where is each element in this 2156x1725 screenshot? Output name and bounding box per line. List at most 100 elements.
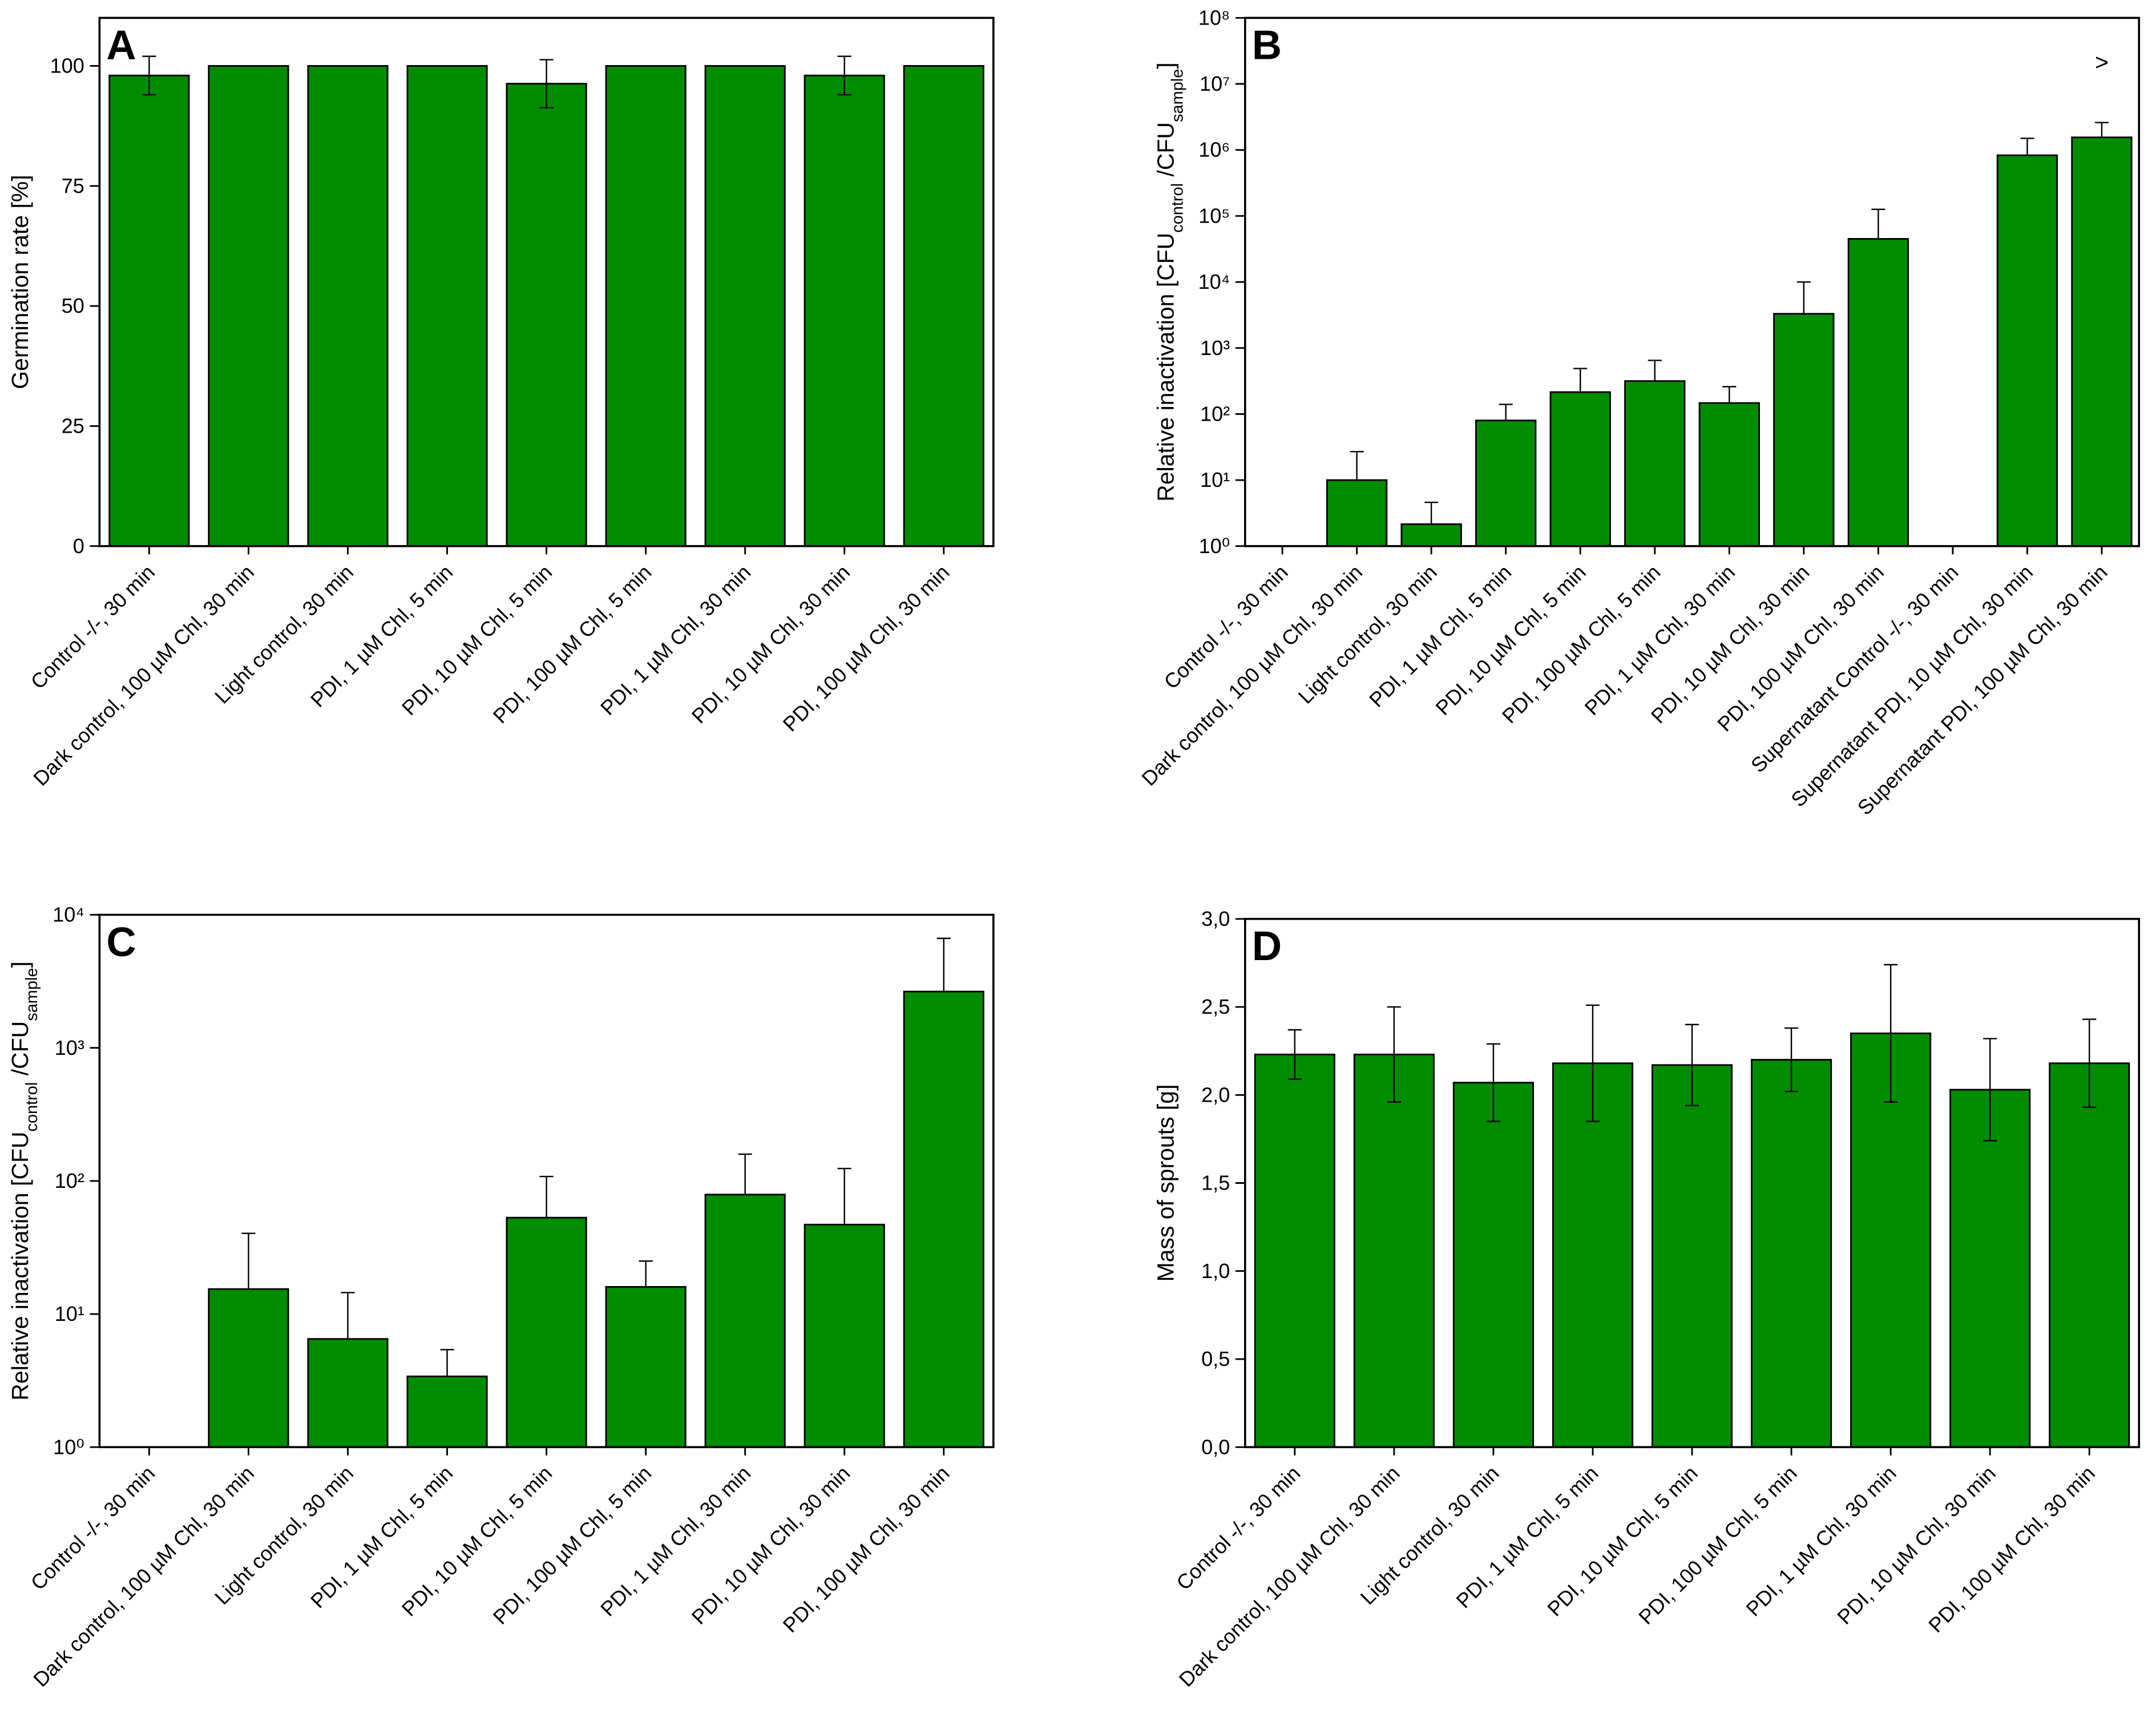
x-tick-label: PDI, 100 µM Chl, 30 min	[778, 1461, 954, 1637]
error-bar	[1983, 1038, 1997, 1142]
error-bar	[1871, 208, 1886, 239]
y-axis-label-part: sample	[23, 968, 41, 1021]
y-axis-label-part: /CFU	[1152, 122, 1178, 183]
error-bar	[142, 55, 156, 96]
y-axis-label-part: /CFU	[7, 1021, 33, 1082]
error-bar	[1784, 1027, 1799, 1093]
bar	[1624, 380, 1686, 547]
x-tick-label: Dark control, 100 µM Chl, 30 min	[1174, 1461, 1404, 1691]
bar	[1254, 1053, 1335, 1448]
y-axis-label: Mass of sprouts [g]	[1152, 1085, 1178, 1282]
bar	[406, 65, 488, 547]
error-bar	[1585, 1004, 1600, 1122]
bar	[1651, 1064, 1733, 1448]
bar	[1698, 402, 1760, 547]
x-tick-label: PDI, 1 µM Chl, 5 min	[1364, 561, 1516, 712]
bar	[208, 65, 289, 547]
y-tick-label: 75	[62, 174, 84, 198]
y-tick-label: 10⁴	[53, 903, 84, 926]
y-tick-label: 2,5	[1201, 995, 1230, 1018]
panel-label: B	[1252, 23, 1282, 68]
x-tick-label: Light control, 30 min	[1294, 561, 1442, 708]
y-axis-label-part: ]	[1152, 62, 1178, 68]
x-tick-label: PDI, 1 µM Chl, 30 min	[1580, 561, 1739, 720]
error-bar	[837, 1167, 851, 1225]
y-tick-label: 100	[50, 54, 84, 78]
annotation: >	[2095, 49, 2109, 75]
y-tick-label: 10⁷	[1200, 72, 1230, 95]
y-axis-label-part: Relative inactivation [CFU	[1152, 233, 1178, 502]
y-tick-label: 1,5	[1201, 1171, 1230, 1195]
y-tick-label: 0	[73, 534, 84, 558]
bar	[1549, 391, 1611, 547]
y-axis-label: Germination rate [%]	[7, 175, 33, 389]
x-tick-label: PDI, 10 µM Chl, 30 min	[687, 561, 855, 728]
bar	[605, 65, 687, 547]
y-tick-label: 10¹	[1200, 468, 1230, 491]
bar	[903, 65, 984, 547]
plot-frame	[1243, 917, 2141, 1449]
bar	[1326, 479, 1388, 547]
error-bar	[241, 1232, 256, 1289]
bar	[704, 65, 786, 547]
x-tick-label: PDI, 10 µM Chl, 5 min	[1431, 561, 1590, 720]
x-tick-label: PDI, 10 µM Chl, 30 min	[1832, 1461, 2000, 1629]
bar	[1949, 1089, 2031, 1448]
plot-frame	[98, 17, 995, 547]
bar	[804, 74, 885, 547]
bar	[2071, 136, 2133, 547]
error-bar	[837, 55, 851, 96]
error-bar	[936, 937, 951, 992]
error-bar	[2082, 1018, 2097, 1109]
y-axis-label-part: sample	[1168, 69, 1186, 122]
y-tick-label: 10²	[1200, 402, 1230, 425]
bar	[704, 1194, 786, 1448]
error-bar	[1685, 1023, 1699, 1106]
bar	[108, 74, 190, 547]
x-tick-label: Dark control, 100 µM Chl, 30 min	[29, 561, 259, 791]
error-bar	[1648, 360, 1662, 381]
y-tick-label: 50	[62, 294, 84, 317]
error-bar	[1499, 404, 1513, 421]
x-tick-label: PDI, 100 µM Chl, 5 min	[488, 1461, 656, 1629]
plot-frame	[1243, 17, 2141, 547]
y-axis-label-part: Mass of sprouts [g]	[1152, 1085, 1178, 1282]
y-tick-label: 10²	[55, 1169, 84, 1192]
y-tick-label: 10³	[1200, 336, 1230, 360]
bar	[506, 83, 587, 547]
y-tick-label: 0,5	[1201, 1347, 1230, 1371]
bar	[208, 1288, 289, 1448]
bar	[1847, 238, 1909, 547]
bar	[1750, 1059, 1832, 1448]
y-tick-label: 10¹	[55, 1302, 84, 1325]
error-bar	[2020, 138, 2034, 156]
error-bar	[1486, 1043, 1500, 1122]
y-tick-label: 10⁸	[1198, 6, 1230, 29]
bar	[307, 1338, 389, 1448]
bar	[406, 1375, 488, 1448]
error-bar	[440, 1349, 454, 1377]
error-bar	[1287, 1029, 1302, 1080]
bar	[605, 1286, 687, 1448]
error-bar	[539, 1175, 554, 1218]
y-tick-label: 10⁰	[1199, 534, 1230, 558]
bar	[1996, 154, 2058, 547]
x-tick-label: Dark control, 100 µM Chl, 30 min	[29, 1461, 259, 1691]
x-tick-label: PDI, 100 µM Chl, 30 min	[778, 561, 954, 736]
panel-label: D	[1252, 924, 1282, 969]
y-axis-label-part: control	[1168, 183, 1186, 233]
error-bar	[1573, 368, 1588, 392]
error-bar	[539, 59, 554, 108]
bar	[2049, 1062, 2130, 1448]
y-tick-label: 3,0	[1201, 907, 1230, 930]
error-bar	[1350, 450, 1364, 481]
y-tick-label: 25	[62, 414, 84, 437]
y-tick-label: 10⁰	[53, 1435, 84, 1458]
y-tick-label: 10⁵	[1198, 204, 1230, 227]
bar	[307, 65, 389, 547]
